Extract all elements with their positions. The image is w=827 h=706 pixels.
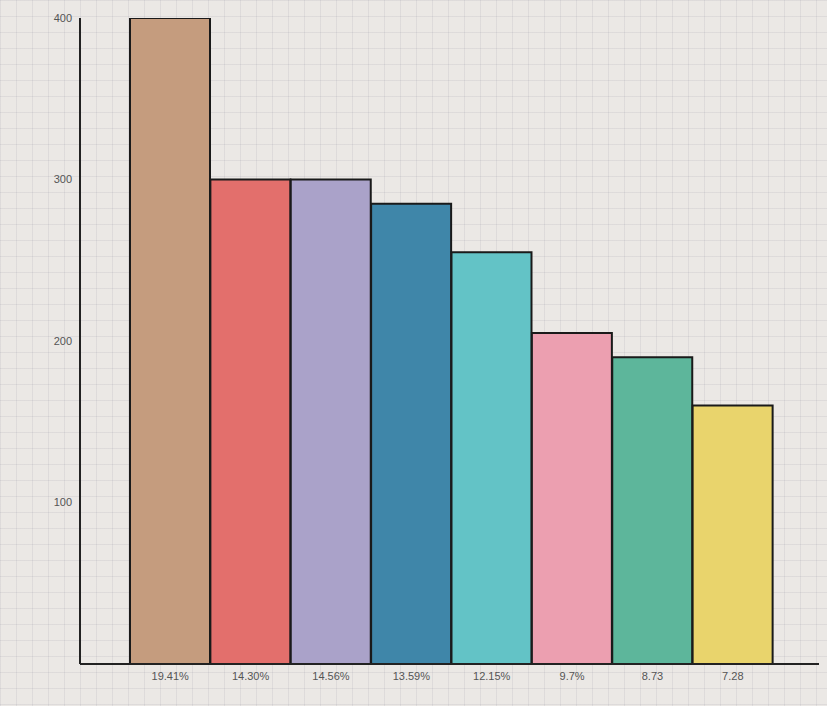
svg-text:400: 400 <box>54 12 72 24</box>
svg-text:100: 100 <box>54 496 72 508</box>
svg-text:12.15%: 12.15% <box>473 670 511 682</box>
svg-text:14.30%: 14.30% <box>232 670 270 682</box>
svg-text:9.7%: 9.7% <box>560 670 585 682</box>
svg-text:200: 200 <box>54 335 72 347</box>
svg-text:19.41%: 19.41% <box>152 670 190 682</box>
svg-text:13.59%: 13.59% <box>393 670 431 682</box>
svg-text:300: 300 <box>54 173 72 185</box>
svg-text:14.56%: 14.56% <box>312 670 350 682</box>
svg-text:7.28: 7.28 <box>722 670 743 682</box>
svg-text:8.73: 8.73 <box>642 670 663 682</box>
